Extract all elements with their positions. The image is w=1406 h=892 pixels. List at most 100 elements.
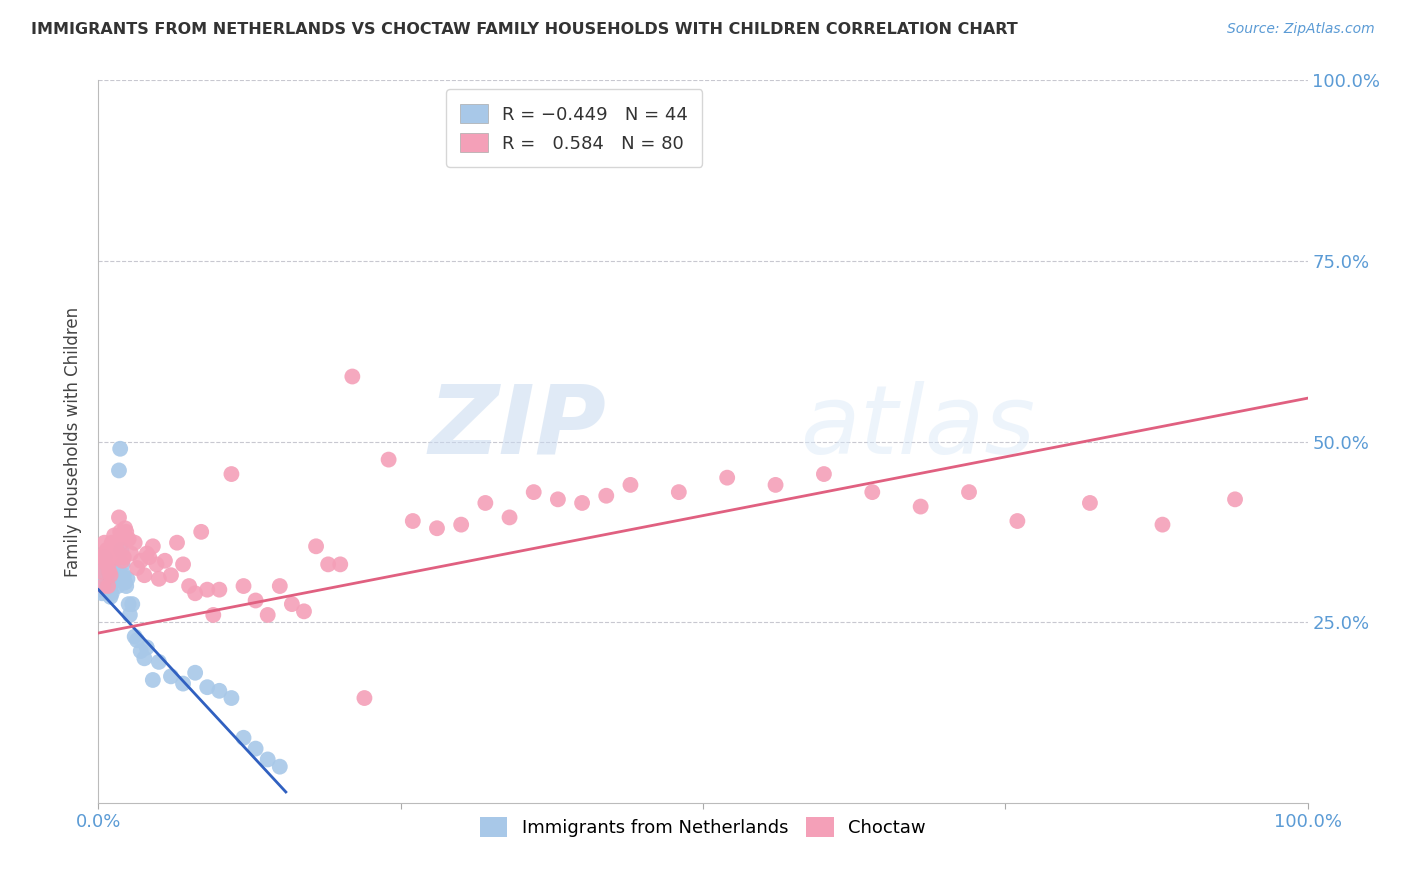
Point	[91, 565, 114, 579]
Point	[256, 752, 278, 766]
Point	[111, 558, 134, 572]
Point	[195, 680, 218, 694]
Point	[127, 561, 149, 575]
Point	[232, 731, 254, 745]
Point	[115, 524, 138, 539]
Point	[97, 568, 120, 582]
Point	[221, 467, 243, 481]
Point	[100, 590, 122, 604]
Point	[256, 607, 278, 622]
Point	[1152, 517, 1174, 532]
Point	[292, 604, 315, 618]
Point	[184, 586, 207, 600]
Point	[94, 558, 117, 572]
Point	[329, 558, 352, 572]
Point	[957, 485, 980, 500]
Point	[245, 593, 267, 607]
Point	[124, 535, 146, 549]
Point	[104, 535, 127, 549]
Point	[153, 554, 176, 568]
Point	[101, 542, 124, 557]
Point	[145, 558, 167, 572]
Point	[98, 565, 121, 579]
Text: ZIP: ZIP	[429, 381, 606, 474]
Point	[103, 528, 125, 542]
Point	[208, 582, 231, 597]
Point	[148, 655, 170, 669]
Y-axis label: Family Households with Children: Family Households with Children	[65, 307, 83, 576]
Point	[96, 561, 118, 575]
Point	[135, 640, 157, 655]
Point	[148, 572, 170, 586]
Point	[100, 568, 122, 582]
Point	[124, 630, 146, 644]
Point	[668, 485, 690, 500]
Point	[316, 558, 339, 572]
Point	[135, 547, 157, 561]
Point	[142, 673, 165, 687]
Point	[232, 579, 254, 593]
Point	[91, 550, 114, 565]
Point	[108, 463, 131, 477]
Point	[108, 510, 131, 524]
Point	[269, 579, 291, 593]
Point	[190, 524, 212, 539]
Point	[114, 521, 136, 535]
Point	[134, 568, 156, 582]
Point	[166, 535, 188, 549]
Point	[93, 550, 115, 565]
Point	[402, 514, 425, 528]
Point	[112, 550, 135, 565]
Point	[93, 547, 115, 561]
Point	[90, 572, 112, 586]
Point	[160, 568, 183, 582]
Point	[105, 542, 128, 557]
Legend: Immigrants from Netherlands, Choctaw: Immigrants from Netherlands, Choctaw	[474, 810, 932, 845]
Point	[100, 554, 122, 568]
Point	[91, 586, 114, 600]
Point	[89, 582, 111, 597]
Point	[104, 565, 127, 579]
Point	[1007, 514, 1029, 528]
Point	[110, 542, 132, 557]
Point	[474, 496, 496, 510]
Point	[305, 539, 328, 553]
Point	[105, 572, 128, 586]
Point	[426, 521, 449, 535]
Point	[93, 535, 115, 549]
Point	[117, 572, 139, 586]
Point	[115, 579, 138, 593]
Point	[142, 539, 165, 553]
Text: atlas: atlas	[800, 381, 1035, 474]
Point	[813, 467, 835, 481]
Point	[523, 485, 546, 500]
Point	[619, 478, 641, 492]
Point	[101, 575, 124, 590]
Point	[184, 665, 207, 680]
Point	[172, 558, 194, 572]
Point	[353, 691, 375, 706]
Point	[121, 597, 143, 611]
Point	[498, 510, 520, 524]
Point	[245, 741, 267, 756]
Point	[100, 586, 122, 600]
Point	[179, 579, 201, 593]
Point	[129, 644, 152, 658]
Point	[118, 597, 141, 611]
Point	[910, 500, 932, 514]
Text: IMMIGRANTS FROM NETHERLANDS VS CHOCTAW FAMILY HOUSEHOLDS WITH CHILDREN CORRELATI: IMMIGRANTS FROM NETHERLANDS VS CHOCTAW F…	[31, 22, 1018, 37]
Point	[129, 554, 152, 568]
Point	[97, 579, 120, 593]
Point	[100, 535, 122, 549]
Point	[94, 554, 117, 568]
Point	[1223, 492, 1246, 507]
Point	[103, 572, 125, 586]
Point	[118, 607, 141, 622]
Point	[342, 369, 364, 384]
Point	[1078, 496, 1101, 510]
Point	[860, 485, 883, 500]
Point	[195, 582, 218, 597]
Point	[112, 568, 135, 582]
Point	[108, 524, 131, 539]
Point	[547, 492, 569, 507]
